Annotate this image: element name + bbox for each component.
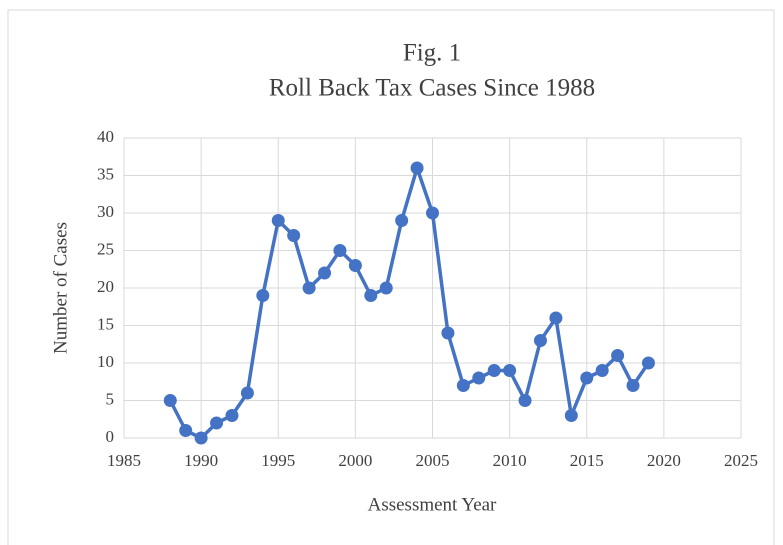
- data-point: [518, 394, 532, 407]
- series-line: [168, 166, 650, 440]
- chart-title: Fig. 1: [403, 40, 461, 67]
- data-point: [194, 431, 208, 445]
- x-axis-label: Assessment Year: [368, 494, 497, 515]
- data-point: [503, 364, 517, 377]
- x-tick-label: 2005: [416, 451, 450, 470]
- chart-subtitle: Roll Back Tax Cases Since 1988: [269, 75, 595, 102]
- data-point: [256, 289, 270, 302]
- data-point: [225, 409, 239, 422]
- y-tick-label: 0: [106, 427, 115, 446]
- data-point: [410, 161, 424, 175]
- chart-border: [7, 9, 775, 545]
- data-point: [564, 409, 578, 422]
- data-point: [302, 281, 316, 295]
- data-point: [580, 371, 594, 385]
- data-point: [395, 214, 409, 227]
- data-point: [595, 364, 609, 377]
- data-point: [533, 334, 547, 347]
- data-point: [456, 379, 470, 392]
- y-tick-label: 35: [97, 164, 114, 183]
- data-point: [549, 311, 563, 325]
- data-point: [472, 371, 486, 385]
- data-point: [333, 244, 347, 257]
- x-tick-label: 1995: [261, 451, 295, 470]
- y-tick-label: 5: [106, 389, 115, 408]
- data-point: [364, 289, 378, 302]
- data-point: [441, 326, 455, 340]
- y-tick-label: 25: [97, 239, 114, 258]
- y-tick-label: 30: [97, 202, 114, 221]
- data-point: [179, 424, 193, 437]
- data-point: [379, 281, 393, 295]
- data-point: [626, 379, 640, 392]
- x-tick-label: 2015: [570, 451, 604, 470]
- data-point: [240, 386, 254, 400]
- data-point: [271, 214, 285, 227]
- y-axis-label: Number of Cases: [50, 222, 71, 354]
- data-point: [163, 394, 177, 407]
- data-point: [426, 206, 439, 220]
- x-tick-label: 1990: [184, 451, 218, 470]
- x-tick-label: 2025: [724, 451, 758, 470]
- x-tick-label: 2000: [338, 451, 372, 470]
- data-point: [318, 266, 332, 280]
- x-tick-label: 2010: [493, 451, 527, 470]
- y-tick-label: 10: [97, 352, 114, 371]
- y-tick-label: 40: [97, 127, 114, 146]
- y-tick-label: 20: [97, 277, 114, 296]
- data-point: [348, 259, 362, 272]
- x-tick-label: 1985: [107, 451, 141, 470]
- data-point: [641, 356, 655, 370]
- x-tick-label: 2020: [647, 451, 681, 470]
- data-point: [611, 349, 625, 362]
- data-point: [487, 364, 501, 377]
- y-tick-label: 15: [97, 314, 114, 333]
- data-point: [210, 416, 224, 430]
- data-point: [287, 229, 301, 242]
